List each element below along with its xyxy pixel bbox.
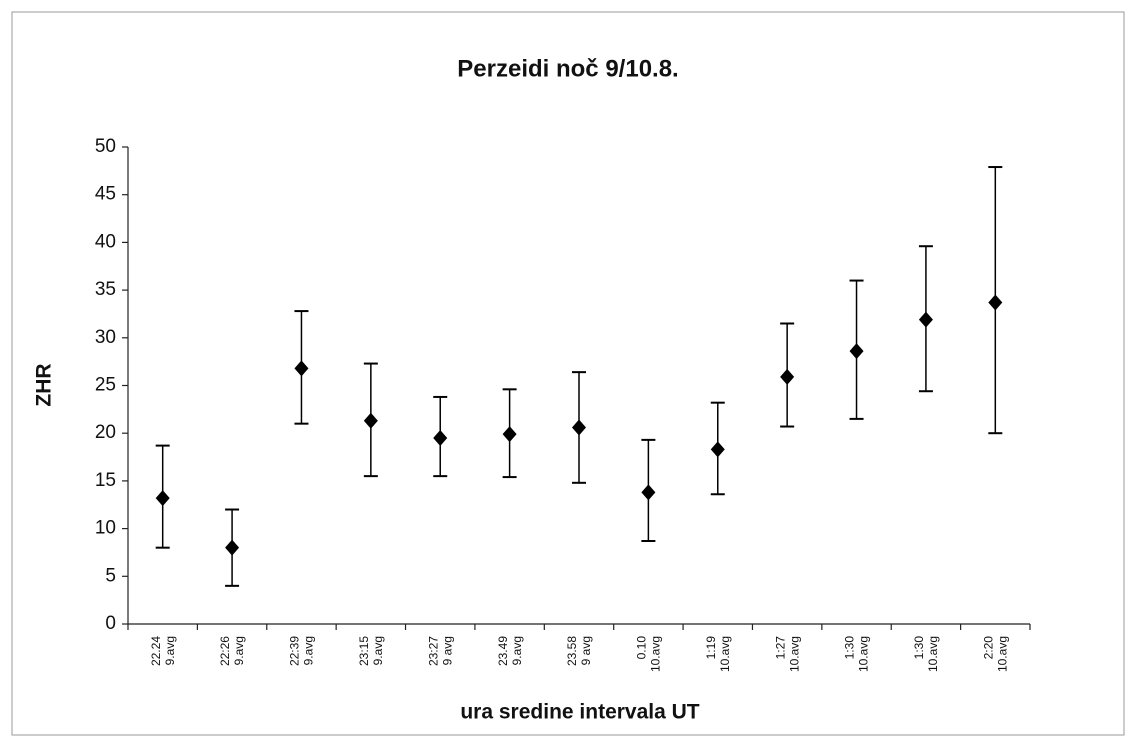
y-tick-label: 35	[95, 279, 116, 300]
x-tick-label: 22:26	[218, 636, 232, 666]
x-tick-label: 9 avg	[579, 636, 593, 665]
x-tick-label: 9.avg	[371, 636, 385, 665]
x-tick-label: 1:30	[843, 636, 857, 660]
marker	[641, 484, 656, 501]
y-tick-label: 30	[95, 327, 116, 348]
x-tick-label: 10.avg	[857, 636, 871, 672]
x-tick-label: 9.avg	[302, 636, 316, 665]
x-tick-label: 1:27	[773, 636, 787, 660]
x-tick-label: 9.avg	[232, 636, 246, 665]
y-tick-label: 45	[95, 184, 116, 205]
x-axis-label: ura sredine intervala UT	[460, 701, 699, 724]
x-tick-label: 9.avg	[510, 636, 524, 665]
x-tick-label: 23:27	[426, 636, 440, 666]
x-tick-label: 23:15	[357, 636, 371, 666]
y-tick-label: 25	[95, 375, 116, 396]
x-tick-label: 10.avg	[995, 636, 1009, 672]
y-tick-label: 20	[95, 422, 116, 443]
y-axis-label: ZHR	[33, 363, 56, 406]
marker	[710, 441, 725, 458]
x-tick-label: 9 avg	[440, 636, 454, 665]
x-tick-label: 23.49	[496, 636, 510, 666]
y-tick-label: 50	[95, 136, 116, 157]
marker	[294, 360, 309, 377]
x-tick-label: 23.58	[565, 636, 579, 666]
marker	[225, 539, 240, 556]
x-tick-label: 22.24	[149, 636, 163, 666]
marker	[918, 311, 933, 328]
frame	[11, 11, 1125, 736]
x-tick-label: 0.10	[635, 636, 649, 660]
x-tick-label: 10.avg	[926, 636, 940, 672]
x-tick-label: 1:19	[704, 636, 718, 660]
x-tick-label: 10.avg	[787, 636, 801, 672]
chart-title: Perzeidi noč 9/10.8.	[457, 55, 678, 82]
marker	[363, 412, 378, 429]
x-tick-label: 2:20	[981, 636, 995, 660]
x-tick-label: 1:30	[912, 636, 926, 660]
marker	[433, 429, 448, 446]
marker	[988, 294, 1003, 311]
y-tick-label: 10	[95, 518, 116, 539]
y-tick-label: 5	[105, 565, 116, 586]
y-tick-label: 15	[95, 470, 116, 491]
marker	[849, 343, 864, 360]
marker	[780, 368, 795, 385]
x-tick-label: 22:39	[288, 636, 302, 666]
y-tick-label: 0	[105, 613, 116, 634]
x-tick-label: 9.avg	[163, 636, 177, 665]
x-tick-label: 10.avg	[649, 636, 663, 672]
x-tick-label: 10.avg	[718, 636, 732, 672]
marker	[572, 419, 586, 436]
marker	[502, 426, 517, 443]
y-tick-label: 40	[95, 231, 116, 252]
marker	[155, 490, 170, 507]
